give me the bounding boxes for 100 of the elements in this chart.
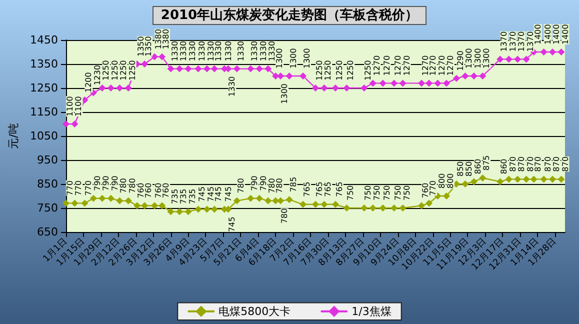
point: [286, 72, 293, 80]
y-tick-label: 750: [37, 202, 58, 214]
point: [141, 60, 148, 68]
data-label: 1330: [214, 40, 223, 62]
data-label: 1250: [324, 60, 333, 80]
data-label: 1230: [92, 64, 102, 86]
data-label: 790: [258, 176, 268, 191]
data-label: 760: [162, 182, 171, 198]
data-label: 1250: [128, 60, 137, 80]
data-label: 1300: [482, 48, 492, 68]
data-label: 1330: [228, 76, 237, 97]
point: [442, 192, 450, 200]
point: [264, 197, 272, 204]
data-label: 780: [128, 178, 137, 194]
data-label: 790: [250, 176, 260, 191]
point: [540, 176, 548, 183]
point: [496, 178, 504, 186]
point: [116, 84, 124, 92]
data-label: 870: [560, 156, 570, 172]
point: [522, 56, 530, 63]
data-label: 765: [315, 182, 324, 197]
point: [264, 65, 272, 72]
data-label: 1270: [402, 55, 412, 76]
data-label: 1300: [464, 48, 474, 68]
data-label: 1350: [144, 36, 154, 56]
legend-label: 1/3焦煤: [352, 304, 392, 318]
point: [426, 200, 433, 207]
data-label: 1300: [288, 48, 298, 68]
y-axis-title: 元/吨: [7, 123, 20, 149]
point: [272, 197, 280, 204]
point: [233, 65, 240, 72]
point: [343, 84, 350, 92]
point: [434, 80, 442, 87]
y-tick-label: 650: [37, 226, 58, 238]
point: [71, 200, 78, 207]
data-label: 780: [280, 208, 290, 224]
data-label: 1290: [456, 50, 465, 71]
data-label: 870: [517, 156, 526, 172]
data-label: 780: [275, 178, 284, 194]
point: [530, 176, 538, 183]
data-label: 765: [324, 182, 333, 197]
point: [141, 202, 148, 210]
point: [540, 48, 548, 56]
data-label: 745: [206, 186, 216, 202]
point: [558, 48, 565, 56]
point: [320, 84, 328, 92]
point: [379, 204, 386, 212]
point: [320, 200, 328, 208]
data-label: 1330: [188, 40, 197, 62]
data-label: 1250: [102, 60, 111, 80]
point: [167, 65, 174, 72]
data-label: 735: [179, 188, 188, 204]
point: [194, 206, 202, 213]
data-label: 1370: [500, 31, 509, 52]
point: [462, 72, 469, 80]
point: [505, 56, 512, 63]
point: [116, 197, 124, 204]
data-label: 870: [543, 156, 552, 172]
point: [71, 120, 78, 128]
point: [390, 204, 398, 212]
data-label: 1400: [552, 24, 562, 44]
data-label: 760: [136, 182, 146, 198]
data-label: 770: [428, 180, 438, 196]
point: [107, 84, 114, 92]
point: [203, 206, 210, 213]
data-label: 1300: [275, 48, 284, 68]
data-label: 800: [437, 173, 446, 188]
point: [300, 200, 307, 208]
data-label: 780: [268, 178, 277, 194]
data-label: 870: [533, 156, 542, 172]
data-label: 745: [214, 186, 223, 202]
point: [167, 208, 174, 216]
y-tick-label: 1350: [30, 58, 58, 70]
data-label: 745: [228, 216, 237, 232]
y-tick-label: 1150: [30, 106, 58, 118]
data-label: 1330: [206, 40, 216, 62]
point: [277, 197, 284, 204]
point: [256, 65, 263, 72]
point: [184, 208, 192, 216]
data-label: 1100: [66, 96, 74, 116]
data-label: 1300: [302, 48, 312, 68]
point: [332, 84, 339, 92]
data-label: 1370: [526, 31, 535, 52]
data-label: 1330: [268, 40, 277, 62]
data-label: 735: [188, 188, 197, 204]
data-label: 1330: [224, 40, 233, 62]
point: [176, 208, 184, 216]
data-label: 735: [170, 188, 180, 204]
data-label: 1330: [258, 40, 268, 62]
point: [470, 178, 478, 186]
point: [514, 176, 522, 183]
point: [470, 72, 478, 80]
point: [390, 80, 398, 87]
data-label: 1250: [364, 60, 373, 80]
y-tick-label: 1050: [30, 130, 58, 142]
data-label: 780: [119, 178, 128, 194]
point: [426, 80, 433, 87]
point: [505, 176, 512, 183]
data-label: 1270: [372, 55, 382, 76]
point: [399, 204, 406, 212]
